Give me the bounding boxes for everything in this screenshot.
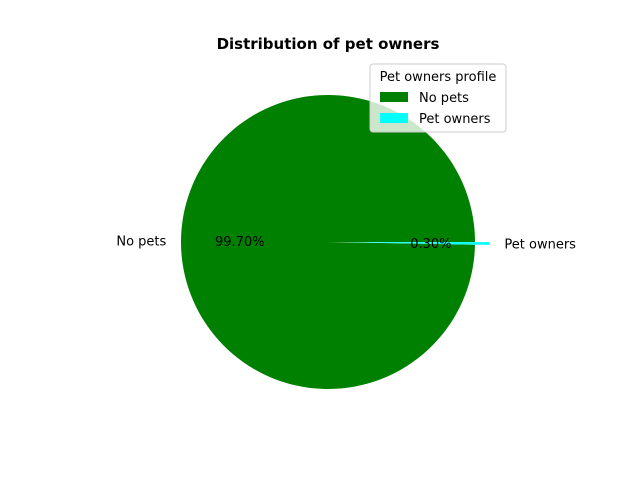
slice-label-pet-owners: Pet owners: [504, 238, 576, 253]
pie-slice-pet-owners: [342, 242, 490, 245]
pie-slice-no-pets: [181, 94, 475, 389]
legend-title: Pet owners profile: [380, 70, 497, 85]
legend: Pet owners profile No pets Pet owners: [369, 63, 507, 133]
percent-labels: 99.70% 0.30%: [215, 235, 452, 252]
slice-label-no-pets: No pets: [116, 234, 166, 249]
legend-label-pet-owners: Pet owners: [419, 112, 491, 127]
slice-labels: No pets Pet owners: [116, 234, 576, 252]
percent-label-no-pets: 99.70%: [215, 235, 265, 250]
percent-label-pet-owners: 0.30%: [410, 237, 451, 252]
legend-swatch-no-pets: [380, 92, 408, 102]
legend-swatch-pet-owners: [380, 113, 408, 123]
legend-label-no-pets: No pets: [419, 91, 469, 106]
chart-title: Distribution of pet owners: [217, 35, 440, 53]
pie-slices: [181, 94, 490, 389]
